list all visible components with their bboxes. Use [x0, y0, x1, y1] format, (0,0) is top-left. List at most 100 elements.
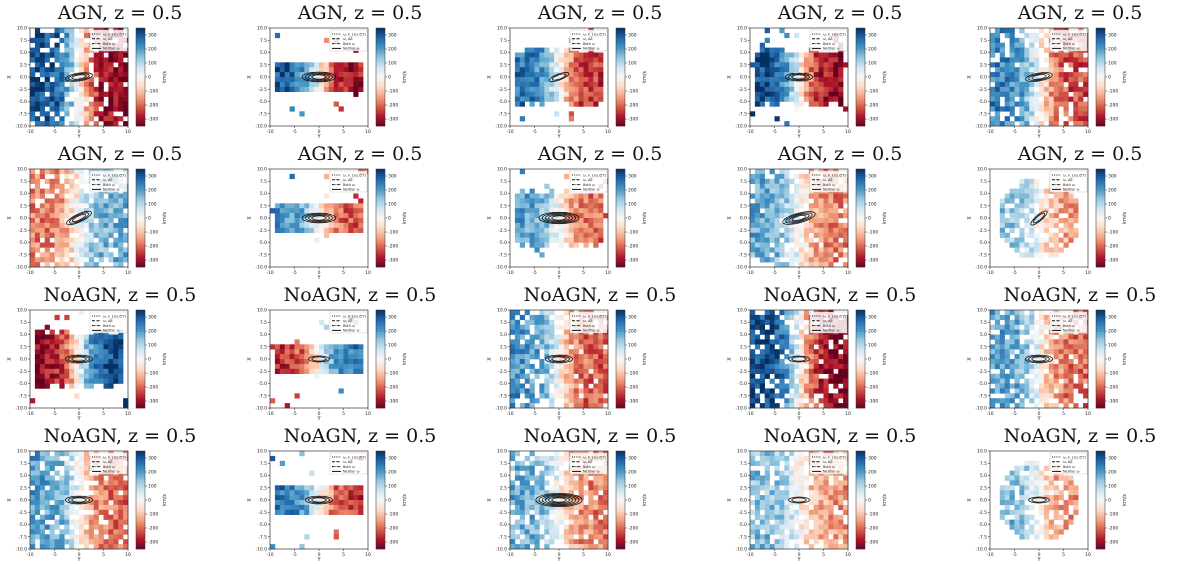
y-tick-label: -5.0	[738, 99, 747, 105]
y-tick-label: -10.0	[495, 265, 507, 271]
colorbar-segment	[1096, 121, 1105, 124]
map-cell	[1034, 37, 1040, 43]
map-cell	[74, 169, 80, 175]
colorbar-tick-label: 200	[868, 329, 877, 335]
map-cell	[108, 67, 114, 73]
map-cell	[808, 242, 814, 248]
map-cell	[593, 203, 599, 209]
map-cell	[799, 57, 805, 63]
map-cell	[39, 121, 45, 127]
map-cell	[578, 96, 584, 102]
map-cell	[578, 72, 584, 78]
map-cell	[338, 227, 344, 233]
map-cell	[813, 242, 819, 248]
colorbar-segment	[616, 91, 625, 95]
colorbar-segment	[136, 64, 145, 68]
map-cell	[803, 403, 810, 409]
map-cell	[578, 403, 584, 409]
map-cell	[64, 57, 70, 63]
map-cell	[1029, 32, 1035, 39]
colorbar-segment	[376, 103, 385, 107]
velocity-map-panel: NoAGN, z = 0.5 -10 -5 0 5 10 Y 10.0 7.5 5.0 2.5 0.0…	[0, 282, 240, 423]
colorbar-tick-label: 0	[1108, 75, 1111, 81]
colorbar-segment	[376, 35, 385, 39]
map-cell	[1024, 378, 1030, 384]
colorbar-segment	[856, 395, 865, 399]
map-cell	[39, 232, 45, 238]
map-cell	[568, 67, 574, 73]
colorbar-segment	[376, 215, 385, 219]
map-cell	[784, 213, 790, 219]
map-cell	[843, 383, 849, 389]
map-cell	[83, 222, 90, 229]
map-cell	[534, 47, 540, 53]
map-cell	[294, 208, 300, 214]
map-cell	[808, 101, 814, 107]
colorbar-segment	[856, 89, 865, 92]
map-cell	[563, 388, 570, 394]
map-cell	[118, 359, 124, 365]
map-cell	[808, 237, 814, 243]
map-cell	[59, 169, 65, 175]
map-cell	[803, 232, 810, 238]
x-tick-label: -10	[266, 129, 273, 135]
map-cell	[519, 77, 525, 83]
map-cell	[1004, 373, 1010, 379]
panel-title: AGN, z = 0.5	[1017, 143, 1143, 165]
velocity-map-panel: AGN, z = 0.5 -10 -5 0 5 10 Y 10.0 7.5 5.0 2.5 0.0 -2…	[240, 0, 480, 141]
map-cell	[774, 213, 780, 219]
map-cell	[108, 86, 114, 92]
colorbar-tick-label: -300	[1108, 258, 1118, 264]
map-cell	[750, 218, 756, 224]
colorbar-segment	[136, 178, 145, 182]
map-cell	[108, 222, 114, 229]
map-cell	[309, 86, 315, 92]
map-cell	[1019, 121, 1025, 127]
map-cell	[30, 106, 36, 112]
map-cell	[813, 203, 819, 209]
map-cell	[769, 222, 775, 229]
map-cell	[1058, 101, 1064, 107]
map-cell	[779, 373, 785, 379]
map-cell	[838, 388, 844, 394]
map-cell	[279, 77, 285, 83]
map-cell	[1019, 368, 1025, 374]
map-cell	[563, 232, 570, 238]
map-cell	[79, 188, 85, 194]
map-cell	[519, 227, 525, 233]
map-cell	[563, 67, 570, 73]
map-cell	[79, 237, 85, 243]
legend-entry: Both ω	[103, 324, 115, 328]
map-cell	[573, 339, 579, 345]
map-cell	[578, 368, 584, 374]
fit-ellipse	[551, 356, 567, 362]
map-cell	[759, 373, 765, 379]
map-cell	[98, 203, 104, 209]
map-cell	[333, 208, 339, 214]
map-cell	[598, 198, 604, 204]
map-cell	[544, 198, 550, 204]
legend-entry: Neither ω	[823, 329, 840, 333]
map-cell	[573, 242, 579, 248]
colorbar-segment	[616, 173, 625, 177]
map-cell	[30, 47, 36, 53]
map-cell	[358, 208, 364, 214]
map-cell	[843, 378, 849, 384]
map-cell	[588, 363, 594, 370]
map-cell	[813, 252, 819, 258]
map-cell	[1039, 208, 1045, 214]
map-cell	[524, 213, 530, 219]
map-cell	[79, 96, 85, 102]
map-cell	[833, 67, 839, 73]
map-cell	[534, 52, 540, 58]
map-cell	[539, 344, 545, 350]
map-cell	[1024, 319, 1030, 325]
map-cell	[514, 349, 521, 355]
map-cell	[1063, 237, 1069, 243]
map-cell	[83, 252, 90, 258]
map-cell	[1029, 363, 1035, 370]
map-cell	[54, 222, 60, 229]
map-cell	[598, 77, 604, 83]
map-cell	[59, 344, 65, 350]
map-cell	[1004, 222, 1010, 229]
